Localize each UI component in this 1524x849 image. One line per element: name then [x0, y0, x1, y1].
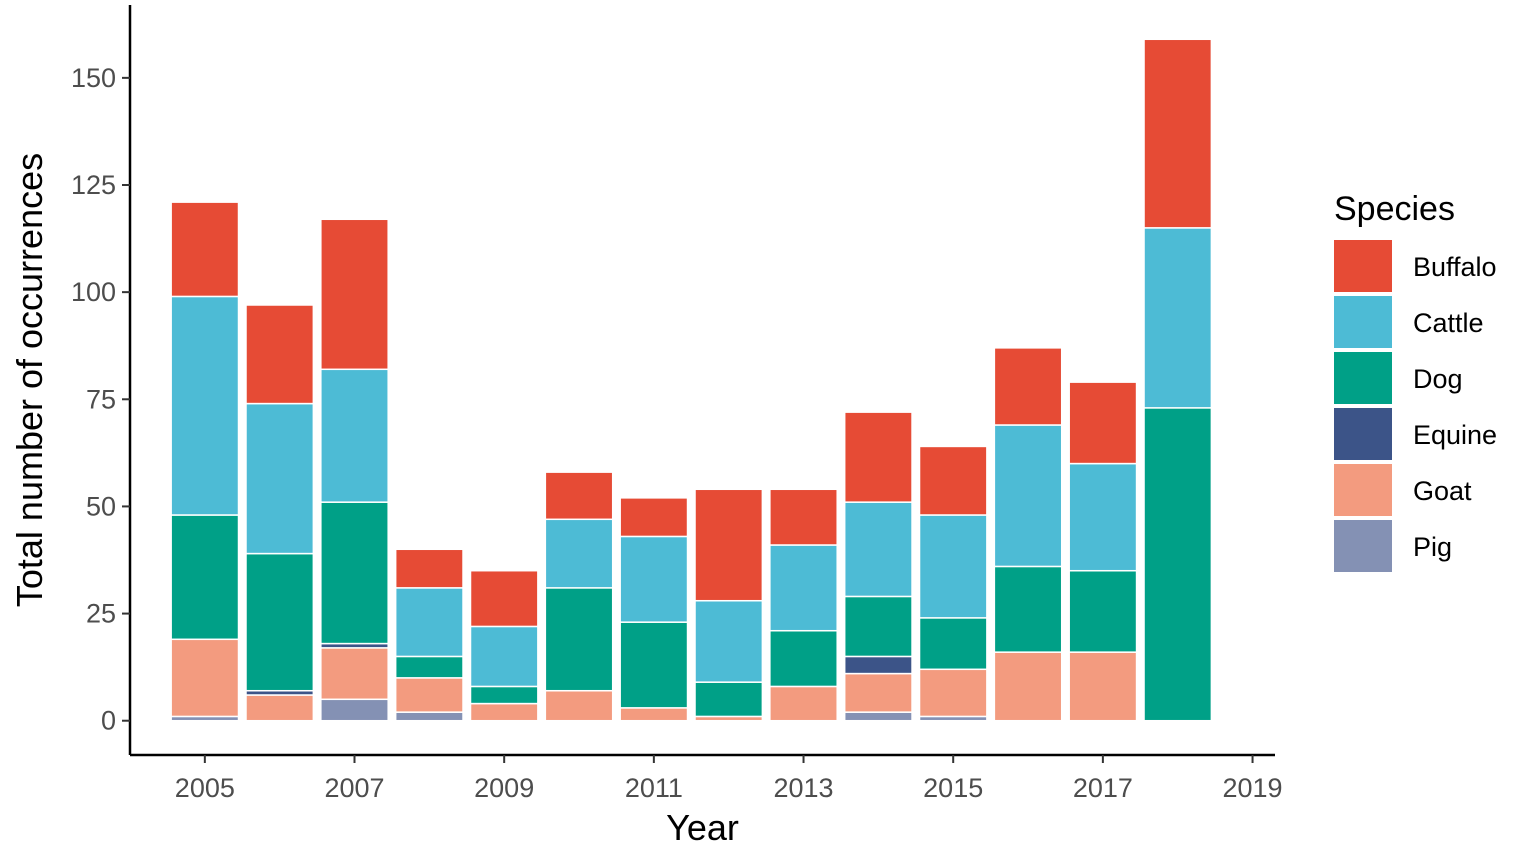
legend-swatch-buffalo — [1334, 240, 1392, 292]
x-tick-label: 2011 — [625, 773, 683, 803]
x-tick-label: 2015 — [923, 773, 983, 803]
bar-2015-cattle — [918, 514, 988, 619]
y-tick-label: 75 — [86, 384, 116, 414]
legend-label-goat: Goat — [1413, 476, 1472, 506]
bar-2009-dog — [469, 685, 539, 705]
bar-2011-cattle — [619, 535, 689, 623]
legend-swatch-goat — [1334, 464, 1392, 516]
bars-layer — [170, 38, 1213, 722]
legend-label-pig: Pig — [1413, 532, 1452, 562]
bar-2012-cattle — [694, 599, 764, 683]
bar-2006-buffalo — [245, 304, 315, 405]
bar-2011-dog — [619, 621, 689, 709]
y-tick-label: 125 — [71, 170, 116, 200]
bar-2016-dog — [993, 565, 1063, 653]
legend: Species Buffalo Cattle Dog Equine Goat Pig — [1334, 190, 1497, 572]
bar-2008-dog — [394, 655, 464, 679]
bar-2018-cattle — [1143, 227, 1213, 409]
bar-2012-buffalo — [694, 488, 764, 602]
x-tick-label: 2009 — [474, 773, 534, 803]
bar-2015-goat — [918, 668, 988, 718]
bar-2017-goat — [1068, 651, 1138, 722]
bar-2011-goat — [619, 707, 689, 722]
bar-2005-dog — [170, 514, 240, 641]
bar-2006-dog — [245, 552, 315, 692]
bar-2017-cattle — [1068, 462, 1138, 572]
bar-2006-goat — [245, 694, 315, 722]
legend-label-cattle: Cattle — [1413, 308, 1484, 338]
bar-2008-pig — [394, 711, 464, 722]
bar-2018-dog — [1143, 407, 1213, 722]
bar-2015-buffalo — [918, 445, 988, 516]
bar-2006-cattle — [245, 402, 315, 555]
x-tick-label: 2005 — [175, 773, 235, 803]
bar-2017-dog — [1068, 569, 1138, 653]
y-tick-label: 100 — [71, 277, 116, 307]
bar-2008-goat — [394, 677, 464, 713]
legend-label-buffalo: Buffalo — [1413, 252, 1497, 282]
bar-2007-cattle — [320, 368, 389, 503]
legend-label-equine: Equine — [1413, 420, 1497, 450]
bar-2007-pig — [320, 698, 389, 722]
bar-2017-buffalo — [1068, 381, 1138, 465]
bar-2007-goat — [320, 647, 389, 701]
x-tick-label: 2007 — [324, 773, 384, 803]
bar-2005-buffalo — [170, 201, 240, 298]
x-tick-label: 2013 — [773, 773, 833, 803]
bar-2013-cattle — [769, 544, 838, 632]
bar-2008-buffalo — [394, 548, 464, 589]
bar-2016-cattle — [993, 424, 1063, 568]
bar-2014-dog — [843, 595, 913, 658]
bar-2007-dog — [320, 501, 389, 645]
bar-2013-buffalo — [769, 488, 838, 546]
bar-2009-buffalo — [469, 569, 539, 628]
y-tick-label: 50 — [86, 491, 116, 521]
y-axis-ticks: 0 25 50 75 100 125 150 — [71, 63, 130, 736]
bar-2014-equine — [843, 655, 913, 675]
bar-2014-buffalo — [843, 411, 913, 503]
bar-2007-buffalo — [320, 218, 389, 371]
y-tick-label: 25 — [86, 599, 116, 629]
bar-2011-buffalo — [619, 497, 689, 538]
bar-2005-cattle — [170, 295, 240, 516]
bar-2018-buffalo — [1143, 38, 1213, 229]
legend-swatch-cattle — [1334, 296, 1392, 348]
bar-2010-goat — [544, 689, 614, 722]
legend-swatch-dog — [1334, 352, 1392, 404]
bar-2009-cattle — [469, 625, 539, 688]
bar-2015-dog — [918, 617, 988, 671]
bar-2013-goat — [769, 685, 838, 722]
bar-2009-goat — [469, 702, 539, 722]
bar-2014-cattle — [843, 501, 913, 598]
x-axis-title: Year — [666, 807, 739, 848]
legend-swatch-equine — [1334, 408, 1392, 460]
x-axis-ticks: 2005 2007 2009 2011 2013 2015 2017 2019 — [175, 755, 1283, 803]
bar-2013-dog — [769, 629, 838, 688]
bar-2014-goat — [843, 672, 913, 713]
legend-swatch-pig — [1334, 520, 1392, 572]
y-tick-label: 150 — [71, 63, 116, 93]
y-tick-label: 0 — [101, 706, 116, 736]
x-tick-label: 2019 — [1223, 773, 1283, 803]
bar-2008-cattle — [394, 587, 464, 658]
bar-2014-pig — [843, 711, 913, 722]
legend-title: Species — [1334, 190, 1455, 228]
bar-2010-cattle — [544, 518, 614, 589]
bar-2012-dog — [694, 681, 764, 718]
bar-2010-dog — [544, 587, 614, 692]
x-tick-label: 2017 — [1073, 773, 1133, 803]
legend-label-dog: Dog — [1413, 364, 1463, 394]
bar-2016-buffalo — [993, 347, 1063, 426]
bar-2016-goat — [993, 651, 1063, 722]
bar-2010-buffalo — [544, 471, 614, 521]
bar-2005-goat — [170, 638, 240, 718]
y-axis-title: Total number of occurrences — [9, 153, 50, 607]
